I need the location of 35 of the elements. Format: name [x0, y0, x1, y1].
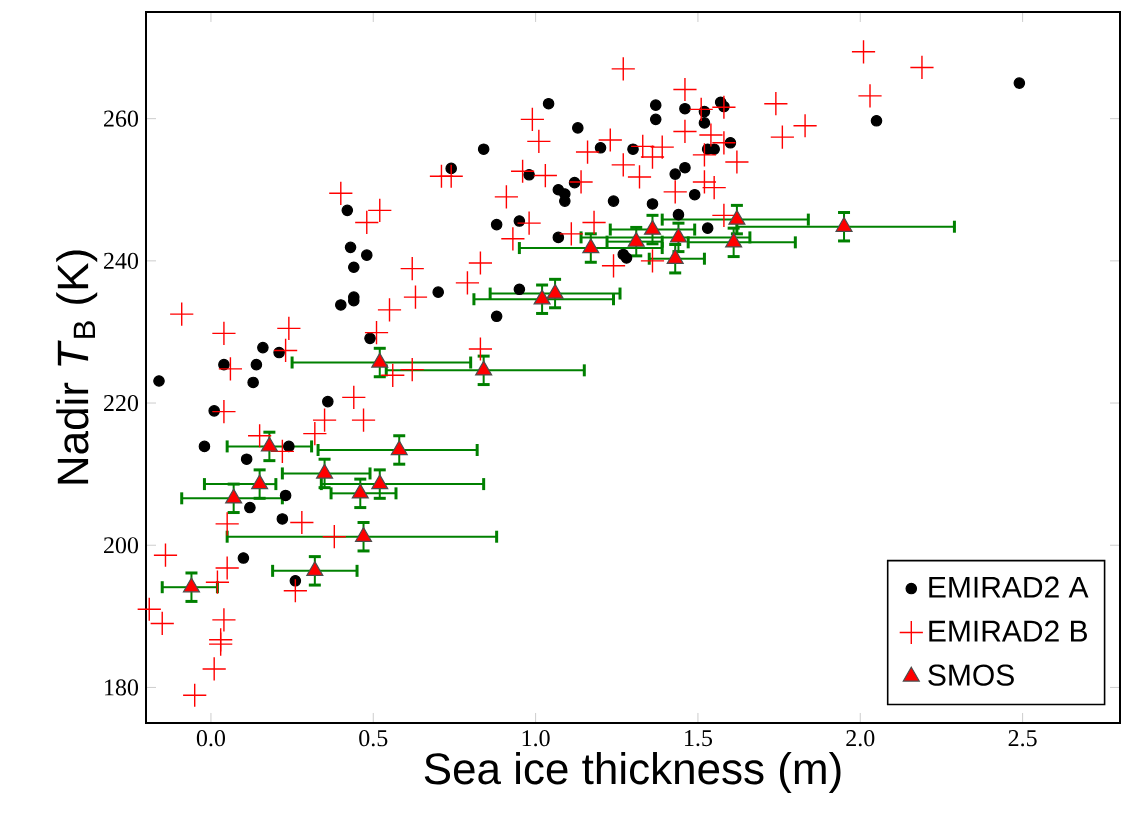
- point: [225, 488, 243, 504]
- point: [725, 232, 743, 248]
- point: [371, 352, 389, 368]
- point: [354, 526, 373, 542]
- y-tick-label: 240: [104, 252, 139, 269]
- point: [306, 561, 324, 577]
- point: [475, 360, 493, 376]
- x-tick-label: 2.5: [1008, 730, 1037, 747]
- y-tick-label: 260: [104, 110, 139, 127]
- y-tick-label: 200: [104, 537, 139, 554]
- point: [627, 231, 645, 247]
- x-tick-label: 0.5: [359, 730, 388, 747]
- point: [351, 483, 369, 499]
- point: [390, 440, 408, 456]
- point: [582, 238, 600, 254]
- legend-label: EMIRAD2 B: [929, 620, 1087, 642]
- y-tick-label: 220: [104, 394, 139, 412]
- point: [371, 474, 389, 490]
- x-tick-label: 2.0: [846, 730, 875, 747]
- legend-label: EMIRAD2 A: [929, 576, 1089, 598]
- x-axis-title: Sea ice thickness (m): [424, 752, 841, 794]
- point: [182, 577, 201, 593]
- point: [316, 463, 334, 479]
- point: [533, 289, 551, 305]
- point: [835, 216, 853, 232]
- x-tick-label: 0.0: [196, 730, 226, 747]
- point: [251, 474, 269, 490]
- y-tick-label: 180: [105, 679, 139, 696]
- point: [643, 219, 662, 235]
- point: [669, 227, 688, 243]
- y-axis-title: Nadir T$_{B}$ (K): [56, 250, 98, 484]
- x-tick-label: 1.0: [522, 730, 550, 747]
- point: [546, 283, 564, 299]
- legend-label: SMOS: [928, 664, 1014, 686]
- x-tick-label: 1.5: [685, 730, 713, 747]
